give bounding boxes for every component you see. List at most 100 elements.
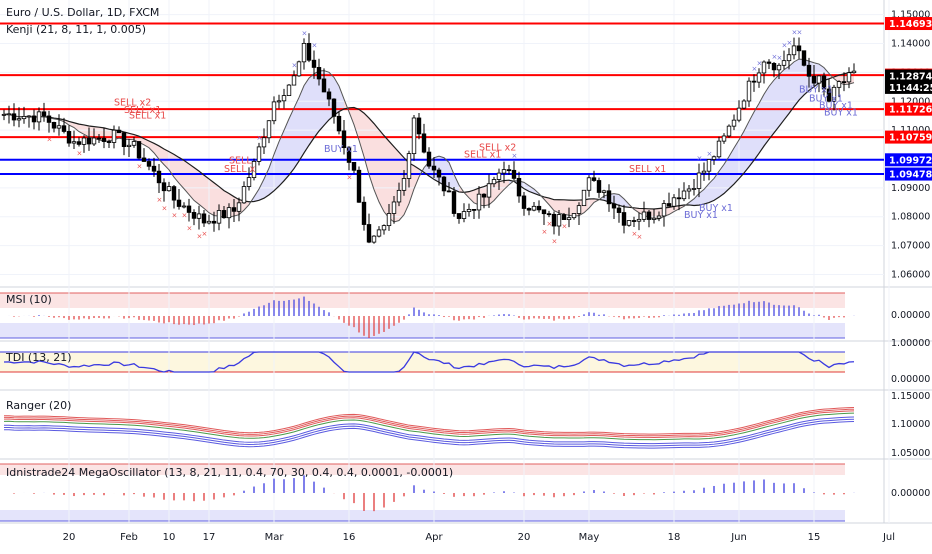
candle-body [132,142,136,146]
signal-label-sell: SELL x [224,164,256,175]
candle-body [292,76,296,85]
candle-body [107,142,111,143]
x-marker: × [172,211,178,219]
candle-body [642,212,646,219]
time-tick-label: 18 [668,532,681,543]
price-tick-label: 1.14000 [891,39,930,50]
candle-body [547,214,551,215]
x-marker: × [787,39,793,47]
candle-body [797,46,801,51]
candle-body [167,187,171,191]
candle-body [152,166,156,171]
candle-body [597,181,601,193]
candle-body [692,188,696,189]
indicator-title: Kenji (21, 8, 11, 1, 0.005) [6,23,146,36]
candle-body [17,119,21,120]
candle-body [647,212,651,220]
candle-body [532,206,536,210]
x-marker: × [512,152,518,160]
candle-body [217,210,221,223]
candle-body [62,126,66,132]
candle-body [852,71,856,73]
candle-body [657,216,661,218]
candle-body [97,138,101,139]
candle-body [242,187,246,203]
x-marker: × [562,223,568,231]
candle-body [462,212,466,219]
candle-body [652,218,656,219]
candle-body [502,170,506,173]
candle-body [87,138,91,144]
candle-body [702,171,706,173]
cloud-segment [199,171,204,208]
x-marker: × [182,211,188,219]
candle-body [172,187,176,201]
candle-body [792,46,796,55]
candle-body [332,99,336,116]
time-tick-label: Jun [730,532,747,543]
time-tick-label: 20 [63,532,76,543]
candle-body [7,114,11,115]
candle-body [587,178,591,190]
cloud-segment [204,175,209,213]
price-level-label: 1.09478 [889,170,932,181]
cloud-segment [304,78,309,153]
candle-body [557,215,561,226]
candle-body [192,212,196,218]
candle-body [352,162,356,170]
candle-body [422,134,426,152]
candle-body [262,138,266,147]
candle-body [717,141,721,157]
candle-body [567,218,571,220]
candle-body [447,191,451,192]
time-tick-label: Apr [425,532,443,543]
cloud-segment [194,167,199,204]
candle-body [407,154,411,179]
candle-body [367,225,371,243]
price-tick-label: 1.08000 [891,212,930,223]
x-marker: × [77,150,83,158]
candle-body [742,101,746,108]
cloud-segment [794,59,799,107]
candle-body [392,202,396,214]
candle-body [452,192,456,214]
candle-body [847,73,851,82]
time-tick-label: Feb [120,532,138,543]
candle-body [727,126,731,136]
candle-body [92,138,96,144]
tdi-title: TDI (13, 21) [5,351,72,364]
candle-body [327,92,331,99]
x-marker: × [162,205,168,213]
x-marker: × [302,29,308,37]
x-marker: × [137,162,143,170]
tdi-band [0,352,845,372]
candle-body [207,221,211,223]
candle-body [47,116,51,122]
candle-body [222,210,226,217]
price-level-label: 11:44:25 [889,83,932,94]
cloud-segment [754,103,759,160]
candle-body [307,43,311,60]
candle-body [607,191,611,204]
candle-body [487,184,491,197]
candle-body [377,230,381,236]
ranger-tick-105: 1.05000 [891,448,930,459]
candle-body [767,62,771,63]
x-marker: × [312,42,318,50]
signal-label-sell: SELL x1 [629,164,666,175]
candle-body [682,191,686,199]
x-marker: × [777,54,783,62]
candle-body [57,126,61,128]
candle-body [697,173,701,188]
price-level-label: 1.10759 [889,133,932,144]
candle-body [667,204,671,207]
cloud-segment [379,130,384,212]
candle-body [257,147,261,161]
candle-body [757,73,761,82]
candle-body [227,208,231,218]
candle-body [602,191,606,193]
candle-body [412,118,416,154]
candle-body [397,190,401,202]
